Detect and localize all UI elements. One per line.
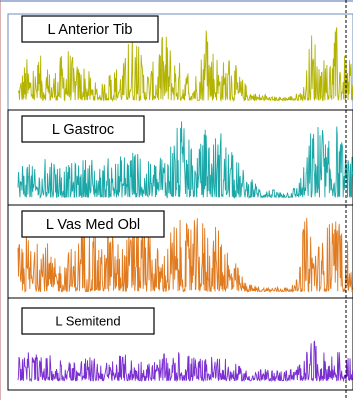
channel-label-box [21,210,165,238]
channel-label-4: L Semitend [21,307,155,335]
channel-label-text: L Vas Med Obl [46,217,140,233]
channel-label-1: L Anterior Tib [21,15,159,43]
emg-trace-4 [17,340,353,383]
channel-label-box [21,307,155,335]
channel-label-3: L Vas Med Obl [21,210,165,238]
emg-trace-1 [17,27,353,103]
channel-label-text: L Semitend [55,314,120,329]
channel-label-text: L Gastroc [52,122,114,138]
channel-label-2: L Gastroc [21,115,145,143]
emg-trace-3 [17,217,353,294]
channel-label-text: L Anterior Tib [48,22,133,38]
emg-trace-2 [17,121,353,200]
channel-label-box [21,115,145,143]
panel-frame [7,297,353,391]
channel-label-box [21,15,159,43]
